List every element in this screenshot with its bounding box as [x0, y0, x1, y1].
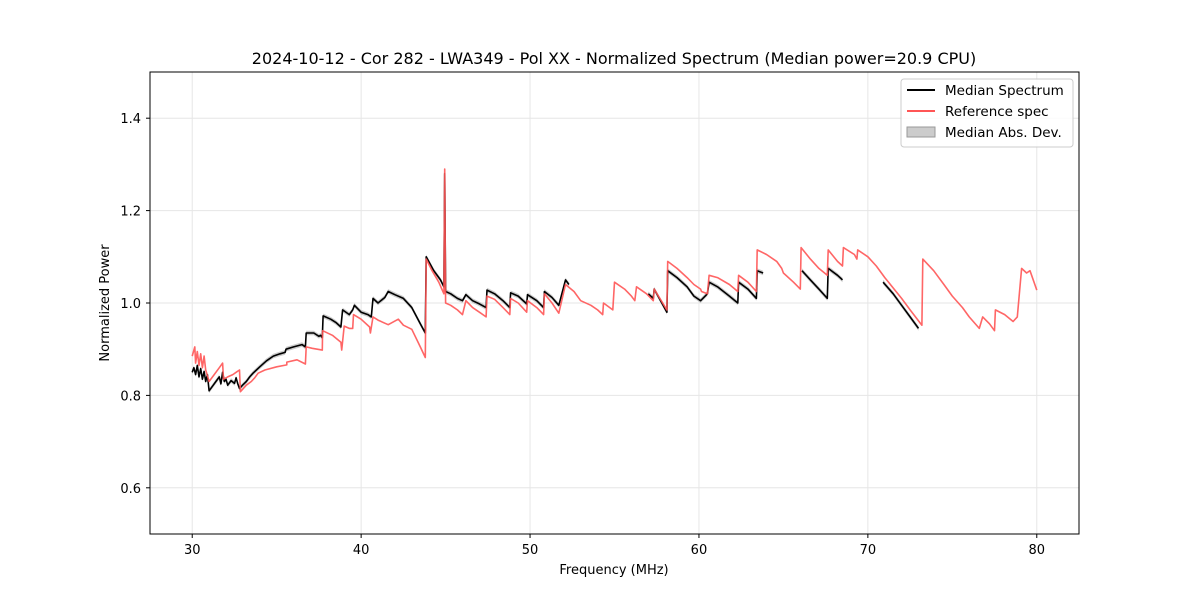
y-tick-label: 0.6	[120, 482, 141, 497]
plot-area	[191, 168, 1038, 394]
x-tick-label: 30	[184, 543, 201, 558]
x-tick-label: 40	[353, 543, 370, 558]
y-tick-label: 1.4	[120, 112, 141, 127]
x-tick-label: 80	[1028, 543, 1045, 558]
y-axis: 0.6 0.8 1.0 1.2 1.4	[120, 112, 150, 497]
y-tick-label: 1.0	[120, 297, 141, 312]
x-axis: 30 40 50 60 70 80	[184, 534, 1045, 558]
y-axis-label: Normalized Power	[98, 244, 113, 362]
legend-mad-label: Median Abs. Dev.	[945, 125, 1062, 141]
chart-title: 2024-10-12 - Cor 282 - LWA349 - Pol XX -…	[252, 49, 976, 68]
median-spectrum-line	[801, 267, 844, 300]
y-tick-label: 1.2	[120, 205, 141, 220]
x-axis-label: Frequency (MHz)	[559, 563, 668, 578]
legend-reference-label: Reference spec	[945, 104, 1049, 120]
legend-box	[900, 78, 1074, 148]
x-tick-label: 50	[522, 543, 539, 558]
x-tick-label: 60	[691, 543, 708, 558]
median-spectrum-line	[882, 281, 920, 329]
x-tick-label: 70	[860, 543, 877, 558]
reference-spectrum-line	[191, 168, 1038, 393]
legend-mad-swatch	[906, 126, 936, 138]
legend: Median Spectrum Reference spec Median Ab…	[900, 78, 1074, 148]
y-tick-label: 0.8	[120, 389, 141, 404]
legend-median-label: Median Spectrum	[945, 83, 1064, 99]
